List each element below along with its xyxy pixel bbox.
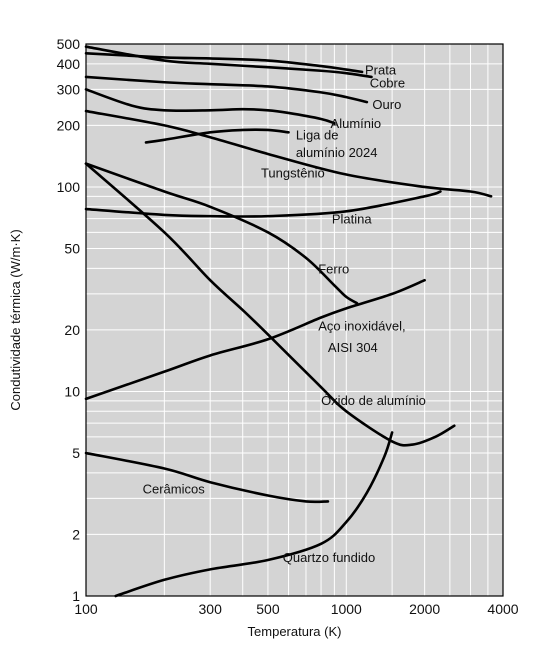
y-tick-label: 400 [57, 56, 81, 72]
y-tick-label: 50 [64, 241, 80, 257]
series-line-4 [144, 128, 290, 144]
series-label-1: Cobre [370, 75, 405, 90]
series-line-5 [84, 109, 493, 198]
series-line-0 [84, 52, 364, 74]
y-tick-label: 10 [64, 383, 80, 399]
series-label-3: Alumínio [331, 116, 382, 131]
x-tick-label: 2000 [409, 601, 440, 617]
y-tick-label: 100 [57, 179, 81, 195]
series-label-7: Platina [332, 212, 373, 227]
series-line-3 [84, 88, 336, 125]
series-line-6 [84, 190, 442, 218]
y-tick-label: 200 [57, 117, 81, 133]
series-label-11: Óxido de alumínio [321, 393, 426, 408]
series-line-9 [84, 162, 456, 447]
series-label-10: AISI 304 [328, 340, 378, 355]
x-tick-label: 100 [74, 601, 98, 617]
series-label-5: alumínio 2024 [296, 145, 378, 160]
y-tick-label: 2 [72, 526, 80, 542]
x-tick-label: 1000 [331, 601, 362, 617]
x-tick-label: 500 [256, 601, 280, 617]
series-label-2: Ouro [372, 97, 401, 112]
series-label-12: Cerâmicos [143, 482, 206, 497]
series-line-8 [84, 278, 426, 401]
plot-frame [85, 43, 504, 597]
series-label-4: Liga de [296, 128, 339, 143]
x-axis-label: Temperatura (K) [248, 624, 342, 639]
y-tick-label: 300 [57, 81, 81, 97]
series-label-8: Ferro [318, 261, 349, 276]
x-tick-labels: 100 300 500 1000 2000 4000 [74, 601, 518, 617]
series-label-9: Aço inoxidável, [318, 319, 405, 334]
y-axis-label: Condutividade térmica (W/m·K) [8, 229, 23, 410]
y-tick-labels: 1 2 5 10 20 50 100 200 300 400 500 [57, 36, 81, 604]
series-line-7 [84, 162, 359, 305]
series-label-6: Tungstênio [261, 165, 325, 180]
x-tick-label: 4000 [487, 601, 518, 617]
y-tick-label: 1 [72, 588, 80, 604]
series-line-10 [84, 451, 330, 504]
series-lines [84, 45, 493, 598]
series-line-1 [84, 45, 373, 79]
series-line-2 [84, 75, 369, 104]
y-tick-label: 5 [72, 445, 80, 461]
plot-background [86, 44, 503, 596]
x-tick-label: 300 [199, 601, 223, 617]
series-label-13: Quartzo fundido [283, 550, 376, 565]
y-tick-label: 20 [64, 322, 80, 338]
series-label-0: Prata [365, 63, 397, 78]
y-tick-label: 500 [57, 36, 81, 52]
series-line-11 [114, 431, 394, 598]
